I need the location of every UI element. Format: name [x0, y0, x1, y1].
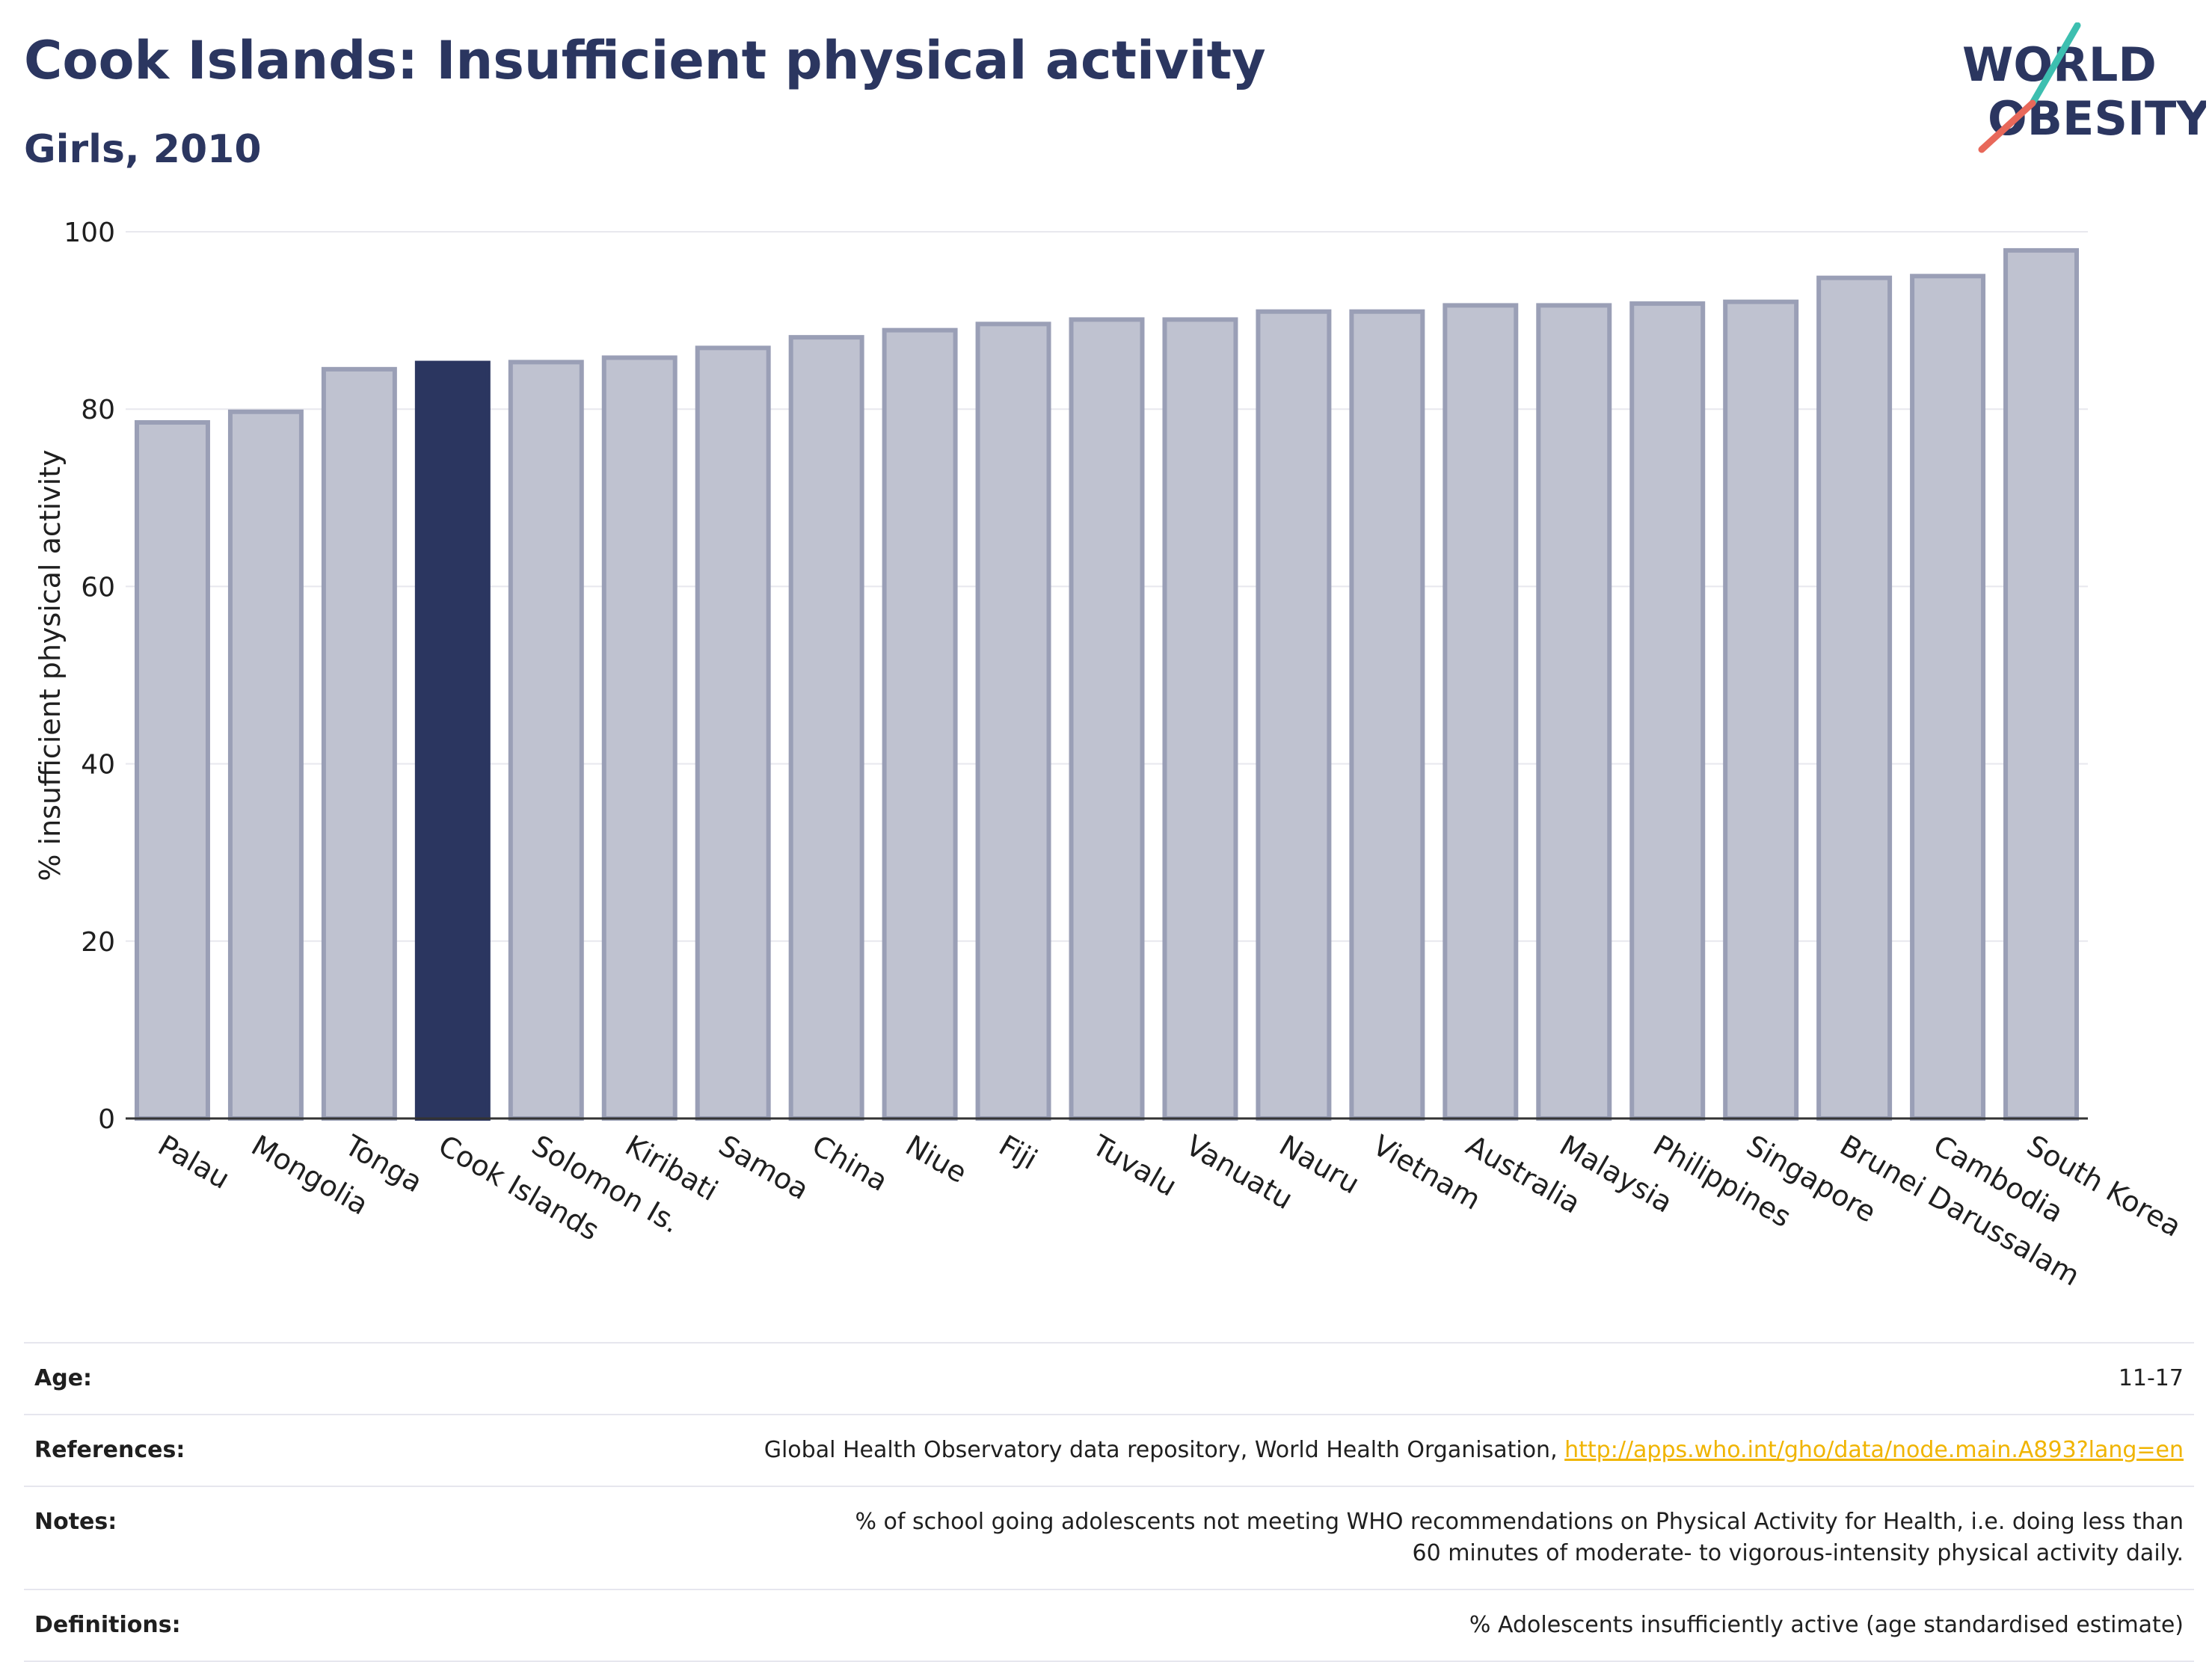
bar-australia[interactable]: [1443, 303, 1519, 1121]
bar-malaysia[interactable]: [1536, 303, 1612, 1121]
bar-singapore[interactable]: [1723, 299, 1799, 1121]
y-tick-label: 80: [81, 395, 115, 425]
page-subtitle: Girls, 2010: [24, 127, 262, 172]
logo-line1: WORLD: [1962, 37, 2157, 92]
info-label: References:: [34, 1437, 185, 1463]
bar-philippines[interactable]: [1629, 301, 1706, 1121]
info-row-references: References: Global Health Observatory da…: [24, 1415, 2194, 1486]
y-tick-labels: 0 20 40 60 80 100: [64, 218, 115, 1135]
info-table: Age: 11-17 References: Global Health Obs…: [24, 1342, 2194, 1662]
x-tick-label: Vietnam: [1367, 1129, 1486, 1216]
world-obesity-logo: WORLD OBESITY: [1962, 22, 2206, 153]
bar-vietnam[interactable]: [1349, 309, 1425, 1121]
bars: [134, 247, 2080, 1121]
y-axis-label: % insufficient physical activity: [34, 449, 67, 881]
x-tick-label: South Korea: [2021, 1129, 2187, 1243]
bar-brunei-darussalam[interactable]: [1816, 275, 1893, 1121]
info-value: 11-17: [2118, 1365, 2184, 1391]
bar-mongolia[interactable]: [227, 409, 304, 1121]
bar-cook-islands[interactable]: [414, 360, 491, 1121]
info-label: Notes:: [34, 1509, 117, 1535]
bar-solomon-is[interactable]: [508, 360, 584, 1121]
y-tick-label: 0: [98, 1104, 115, 1135]
bar-cambodia[interactable]: [1910, 274, 1986, 1121]
references-link[interactable]: http://apps.who.int/gho/data/node.main.A…: [1564, 1437, 2184, 1463]
bar-nauru[interactable]: [1256, 309, 1332, 1121]
info-value: Global Health Observatory data repositor…: [269, 1415, 2194, 1486]
bar-niue[interactable]: [882, 327, 958, 1121]
bar-tuvalu[interactable]: [1069, 317, 1145, 1121]
info-value: % of school going adolescents not meetin…: [855, 1509, 2184, 1566]
references-text: Global Health Observatory data repositor…: [764, 1437, 1565, 1463]
logo-accent-teal: [2029, 22, 2081, 107]
bar-vanuatu[interactable]: [1162, 317, 1238, 1121]
x-tick-label: Vanuatu: [1180, 1129, 1298, 1216]
x-tick-label: Samoa: [713, 1129, 814, 1207]
logo-accent-red: [1978, 99, 2036, 153]
logo-line2: OBESITY: [1988, 91, 2206, 146]
bar-fiji[interactable]: [975, 321, 1051, 1121]
bar-palau[interactable]: [134, 419, 210, 1121]
x-tick-label: China: [807, 1129, 894, 1198]
info-row-definitions: Definitions: % Adolescents insufficientl…: [24, 1589, 2194, 1661]
x-tick-label: Tuvalu: [1087, 1128, 1182, 1203]
bar-south-korea[interactable]: [2003, 247, 2080, 1121]
info-row-notes: Notes: % of school going adolescents not…: [24, 1486, 2194, 1589]
x-tick-label: Palau: [153, 1129, 236, 1195]
info-row-age: Age: 11-17: [24, 1343, 2194, 1415]
info-value: % Adolescents insufficiently active (age…: [1469, 1612, 2184, 1638]
bar-tonga[interactable]: [321, 366, 397, 1121]
info-label: Age:: [34, 1365, 93, 1391]
x-tick-label: Cook Islands: [433, 1129, 605, 1247]
y-tick-label: 20: [81, 927, 115, 958]
page-title: Cook Islands: Insufficient physical acti…: [24, 30, 1266, 91]
y-tick-label: 100: [64, 218, 115, 248]
x-tick-label: Fiji: [994, 1129, 1043, 1176]
x-tick-label: Niue: [900, 1129, 973, 1189]
y-tick-label: 60: [81, 572, 115, 603]
y-tick-label: 40: [81, 750, 115, 781]
info-label: Definitions:: [34, 1612, 181, 1638]
bar-samoa[interactable]: [695, 345, 771, 1121]
bar-china[interactable]: [788, 335, 864, 1121]
bar-kiribati[interactable]: [601, 355, 678, 1121]
